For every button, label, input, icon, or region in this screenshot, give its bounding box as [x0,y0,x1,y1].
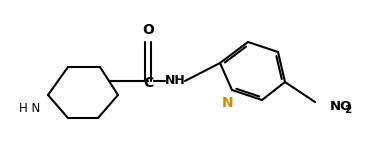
Text: NO: NO [330,99,352,112]
Text: H N: H N [19,101,41,114]
Text: N: N [222,96,234,110]
Text: O: O [142,23,154,37]
Text: NH: NH [165,75,185,88]
Text: 2: 2 [344,105,351,115]
Text: C: C [143,76,153,90]
